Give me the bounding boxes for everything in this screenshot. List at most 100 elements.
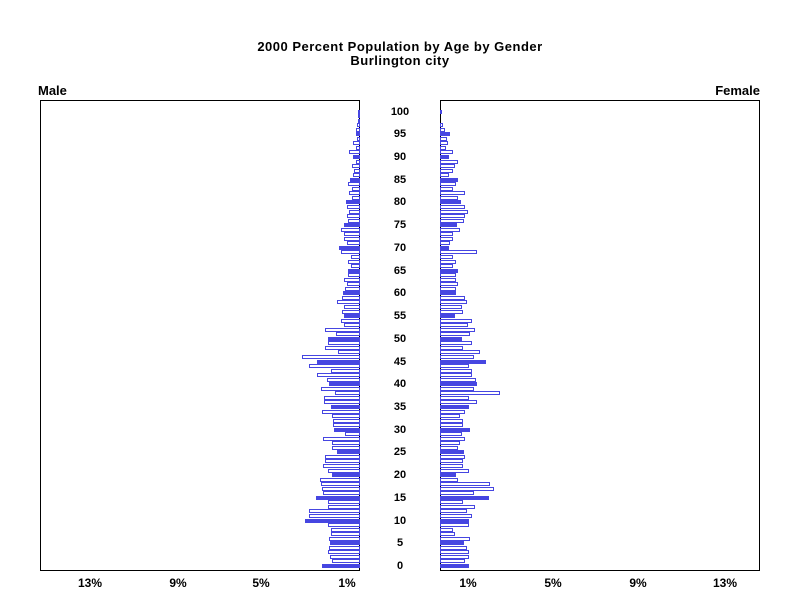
male-bar-age-98 <box>358 119 360 123</box>
female-bar-age-47 <box>440 350 480 354</box>
male-bar-age-81 <box>352 196 360 200</box>
female-bar-age-83 <box>440 187 453 191</box>
female-bar-age-34 <box>440 410 465 414</box>
female-bar-age-40 <box>440 382 477 386</box>
male-bar-age-2 <box>330 555 360 559</box>
male-bar-age-49 <box>328 341 360 345</box>
female-bar-age-94 <box>440 137 447 141</box>
male-bar-age-78 <box>349 210 360 214</box>
male-bar-age-97 <box>357 123 360 127</box>
age-tick-10: 10 <box>393 515 407 527</box>
female-bar-age-16 <box>440 491 474 495</box>
male-bar-age-30 <box>334 428 360 432</box>
female-bar-age-39 <box>440 387 474 391</box>
female-bar-age-89 <box>440 160 458 164</box>
male-bar-age-94 <box>357 137 360 141</box>
male-bar-age-79 <box>347 205 360 209</box>
male-bar-age-16 <box>323 491 360 495</box>
female-x-tick-13: 13% <box>712 576 738 590</box>
male-bar-age-51 <box>336 332 360 336</box>
male-bar-age-53 <box>344 323 360 327</box>
male-bar-age-7 <box>331 532 360 536</box>
female-bar-age-76 <box>440 219 464 223</box>
female-bar-age-87 <box>440 169 453 173</box>
male-bar-age-88 <box>352 164 360 168</box>
chart-title-line2: Burlington city <box>350 53 450 68</box>
female-bar-age-42 <box>440 373 472 377</box>
age-tick-55: 55 <box>393 310 407 322</box>
male-bar-age-3 <box>328 550 360 554</box>
male-bar-age-72 <box>344 237 360 241</box>
female-bar-age-43 <box>440 369 472 373</box>
male-bar-age-52 <box>325 328 360 332</box>
male-bar-age-100 <box>358 110 360 114</box>
age-tick-100: 100 <box>390 106 410 118</box>
female-bar-age-81 <box>440 196 458 200</box>
male-bar-age-83 <box>352 187 360 191</box>
female-bar-age-52 <box>440 328 475 332</box>
female-bar-age-57 <box>440 305 462 309</box>
male-bar-age-17 <box>322 487 360 491</box>
male-bar-age-32 <box>333 419 360 423</box>
age-tick-90: 90 <box>393 151 407 163</box>
female-bar-age-59 <box>440 296 465 300</box>
male-bar-age-61 <box>345 287 360 291</box>
female-bar-age-41 <box>440 378 476 382</box>
male-bar-age-91 <box>349 150 360 154</box>
age-tick-95: 95 <box>393 128 407 140</box>
female-bar-age-68 <box>440 255 453 259</box>
female-bar-age-61 <box>440 287 456 291</box>
female-bar-age-96 <box>440 128 445 132</box>
male-bar-age-15 <box>316 496 360 500</box>
male-bar-age-95 <box>356 132 360 136</box>
male-bar-age-75 <box>344 223 360 227</box>
female-bar-age-33 <box>440 414 460 418</box>
male-bar-age-19 <box>320 478 360 482</box>
male-bar-age-22 <box>323 464 360 468</box>
female-bar-age-95 <box>440 132 450 136</box>
female-bar-age-97 <box>440 123 443 127</box>
male-bar-age-8 <box>331 528 360 532</box>
female-panel-label: Female <box>715 83 760 98</box>
age-tick-15: 15 <box>393 492 407 504</box>
female-bar-age-77 <box>440 214 465 218</box>
male-x-tick-9: 9% <box>169 576 187 590</box>
female-bar-age-7 <box>440 532 455 536</box>
female-bar-age-1 <box>440 559 465 563</box>
age-tick-80: 80 <box>393 196 407 208</box>
male-bar-age-82 <box>349 191 360 195</box>
female-bar-age-69 <box>440 250 477 254</box>
male-bar-age-23 <box>325 459 360 463</box>
female-bar-age-64 <box>440 273 456 277</box>
age-tick-75: 75 <box>393 219 407 231</box>
male-bar-age-43 <box>331 369 360 373</box>
male-bar-age-74 <box>341 228 360 232</box>
female-x-tick-5: 5% <box>544 576 562 590</box>
male-bar-age-5 <box>330 541 360 545</box>
male-bar-age-20 <box>332 473 360 477</box>
male-bar-age-64 <box>348 273 360 277</box>
female-bar-age-53 <box>440 323 468 327</box>
female-bar-age-82 <box>440 191 465 195</box>
male-bar-age-50 <box>328 337 360 341</box>
female-bar-age-10 <box>440 519 469 523</box>
male-bar-age-54 <box>341 319 360 323</box>
female-bar-age-11 <box>440 514 472 518</box>
female-bar-age-44 <box>440 364 469 368</box>
male-bar-age-80 <box>346 200 360 204</box>
age-tick-40: 40 <box>393 378 407 390</box>
male-bar-age-67 <box>348 260 360 264</box>
female-bar-age-31 <box>440 423 463 427</box>
female-bar-age-80 <box>440 200 461 204</box>
male-bar-age-24 <box>325 455 360 459</box>
male-bar-age-89 <box>356 160 360 164</box>
male-bar-age-86 <box>353 173 360 177</box>
female-bar-age-13 <box>440 505 475 509</box>
male-bar-age-25 <box>337 450 360 454</box>
female-bar-age-23 <box>440 459 463 463</box>
male-bar-age-14 <box>328 500 360 504</box>
female-bar-age-90 <box>440 155 449 159</box>
female-bar-age-86 <box>440 173 449 177</box>
male-bar-age-45 <box>317 360 360 364</box>
